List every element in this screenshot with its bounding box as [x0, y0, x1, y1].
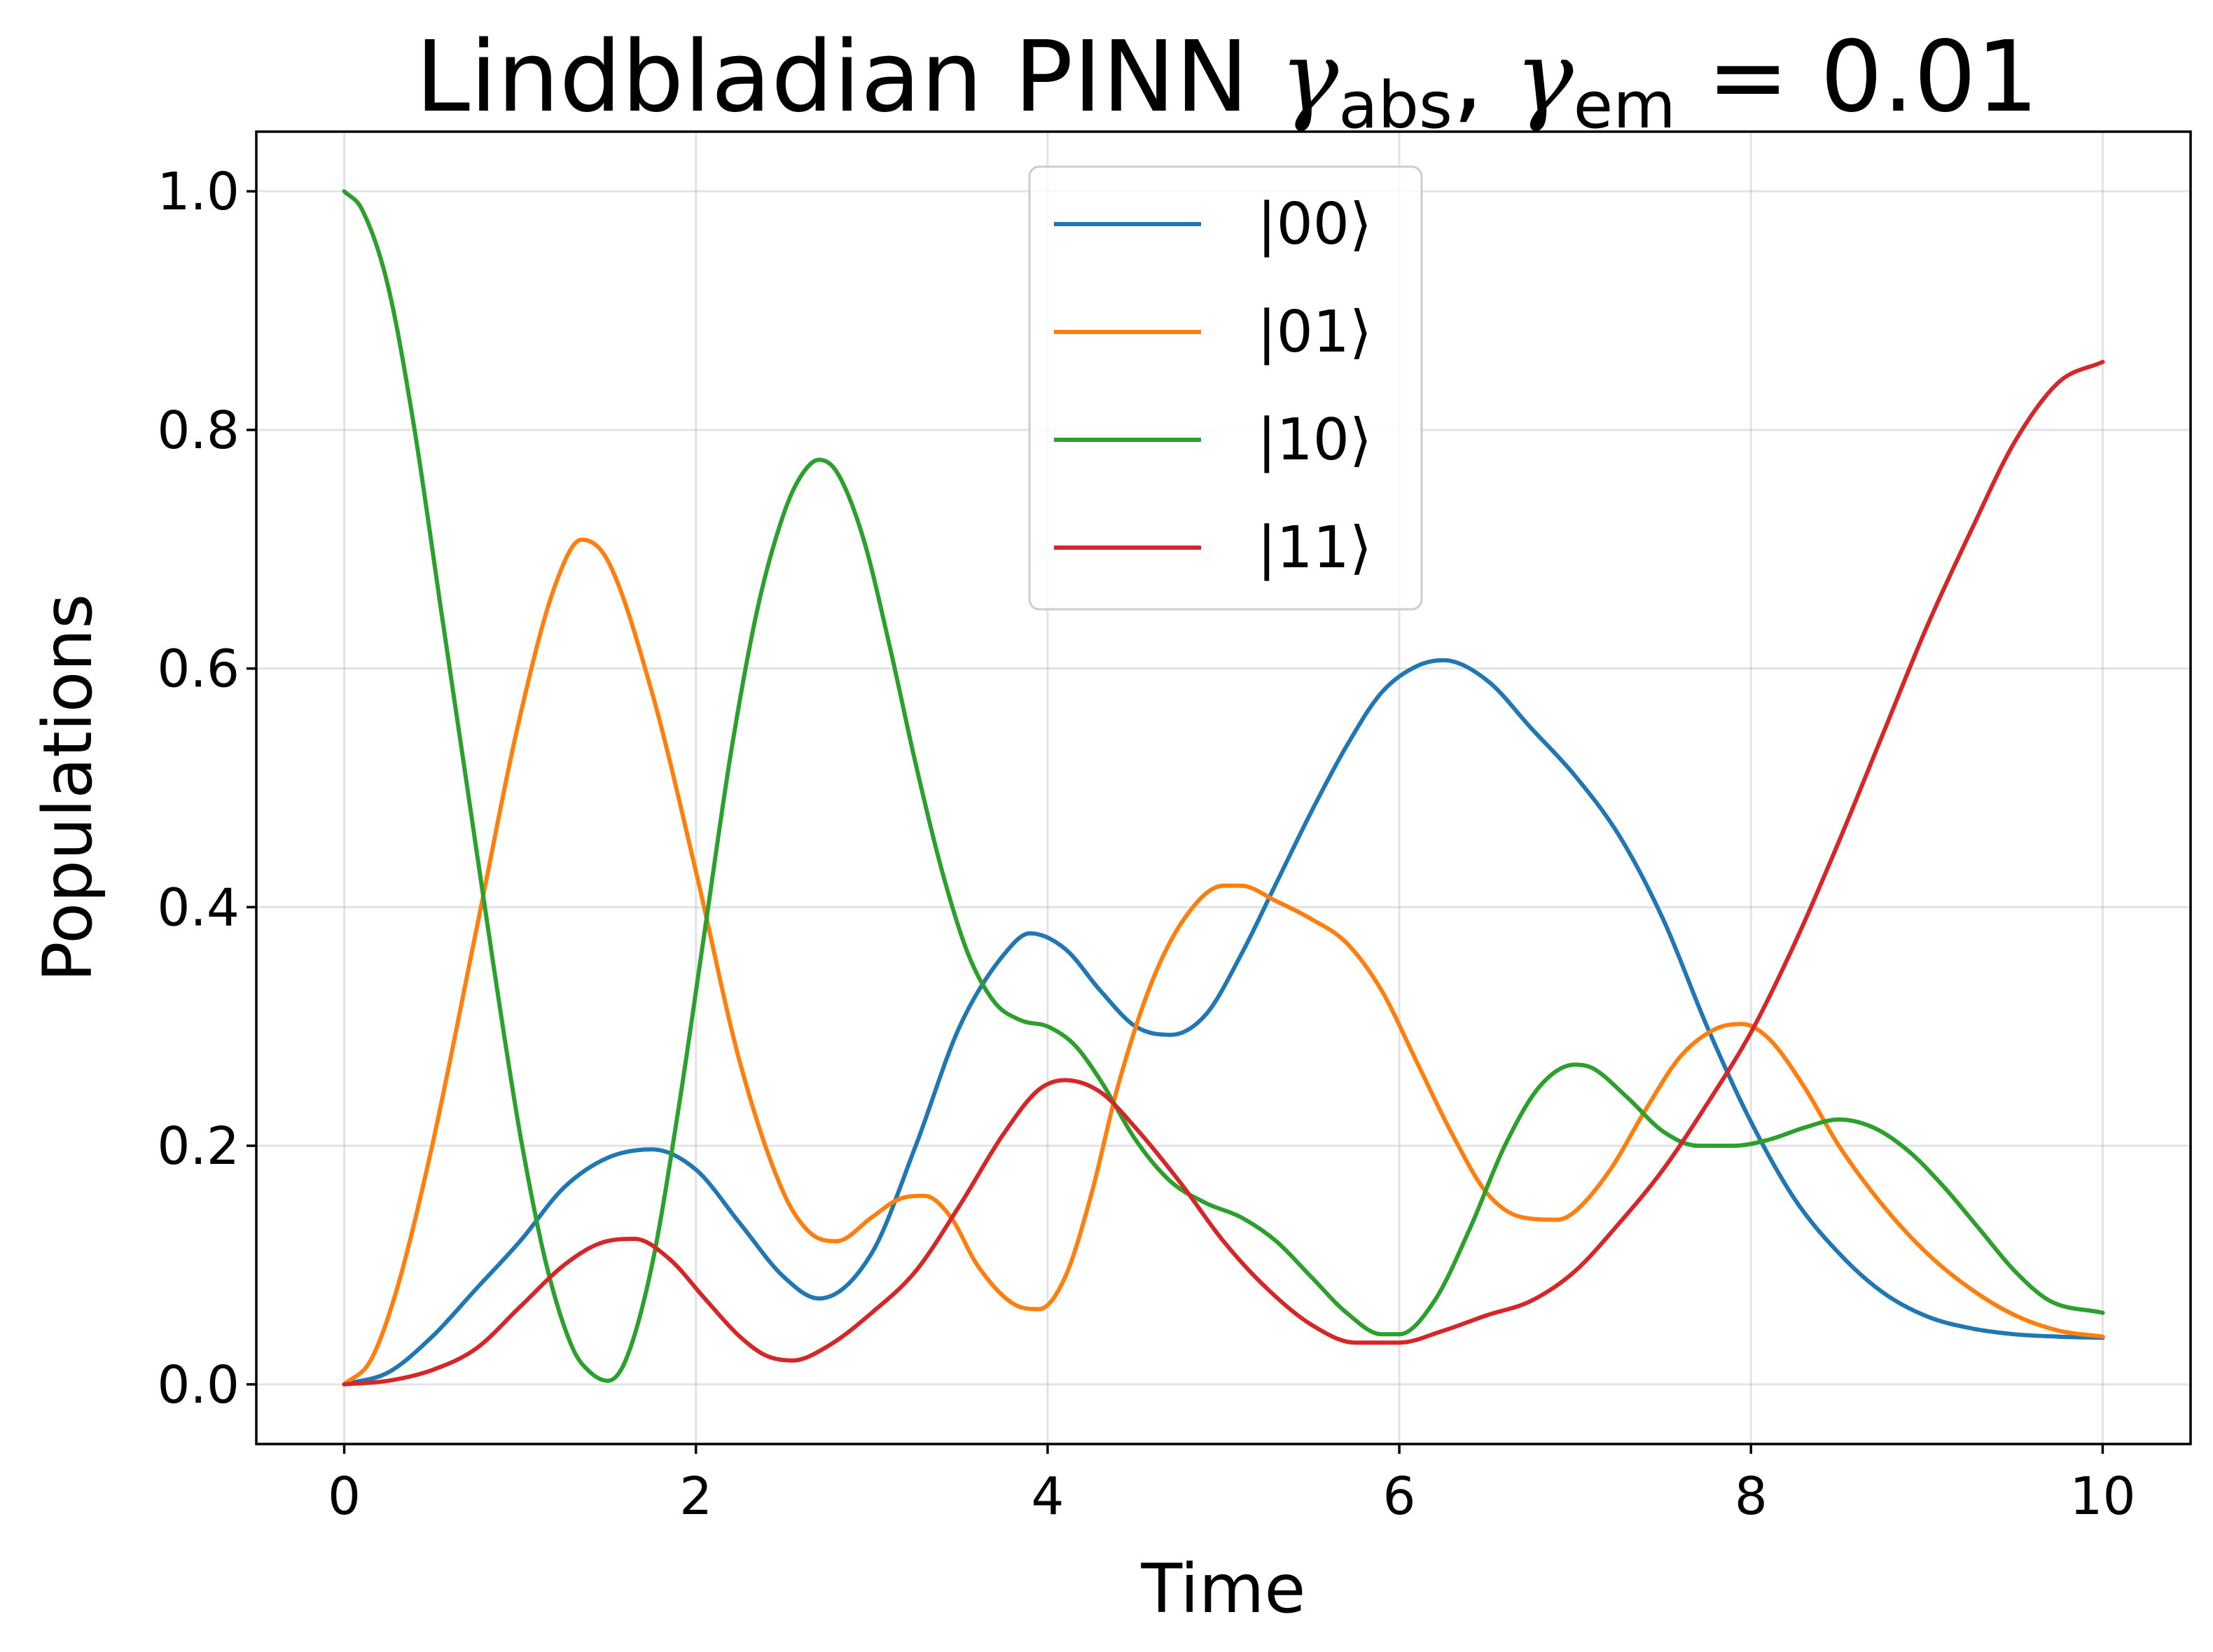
- chart-title-gamma-2: γ: [1515, 20, 1574, 134]
- plot-frame: [255, 130, 2192, 1445]
- y-tick-label: 0.6: [157, 639, 240, 700]
- x-tick-label: 6: [1383, 1466, 1416, 1527]
- legend-box: [1028, 165, 1423, 611]
- legend-label-1: |01⟩: [1257, 299, 1372, 366]
- x-tick-label: 0: [328, 1466, 361, 1527]
- y-axis-label: Populations: [29, 594, 107, 982]
- series-layer: [342, 189, 2105, 1387]
- x-tick-label: 8: [1735, 1466, 1768, 1527]
- x-tick-label: 4: [1031, 1466, 1064, 1527]
- chart-title-sub-em: em: [1574, 68, 1676, 143]
- legend-label-0: |00⟩: [1257, 191, 1372, 258]
- y-tick-label: 0.0: [157, 1355, 240, 1415]
- series-line-3: [342, 359, 2105, 1387]
- y-tick-label: 0.4: [157, 877, 240, 938]
- x-axis: 0 2 4 6 8 10: [328, 1444, 2136, 1527]
- x-axis-label: Time: [1141, 1550, 1306, 1628]
- chart-title-prefix: Lindbladian PINN: [415, 20, 1280, 134]
- chart-title-gamma-1: γ: [1280, 20, 1339, 134]
- chart-title-comma: ,: [1452, 20, 1515, 134]
- chart-title: Lindbladian PINN γabs, γem = 0.01: [415, 20, 2039, 143]
- legend-label-3: |11⟩: [1257, 515, 1372, 581]
- y-tick-label: 0.8: [157, 401, 240, 461]
- y-axis: 0.0 0.2 0.4 0.6 0.8 1.0: [157, 162, 256, 1415]
- chart-title-sub-abs: abs: [1338, 68, 1452, 143]
- y-tick-label: 1.0: [157, 162, 240, 222]
- series-line-2: [342, 189, 2105, 1383]
- series-line-0: [342, 658, 2105, 1387]
- legend-label-2: |10⟩: [1257, 407, 1372, 473]
- y-tick-label: 0.2: [157, 1116, 240, 1176]
- chart-title-suffix: = 0.01: [1676, 20, 2039, 134]
- x-tick-label: 2: [679, 1466, 712, 1527]
- x-tick-label: 10: [2069, 1466, 2135, 1527]
- legend: |00⟩ |01⟩ |10⟩ |11⟩: [1028, 165, 1423, 611]
